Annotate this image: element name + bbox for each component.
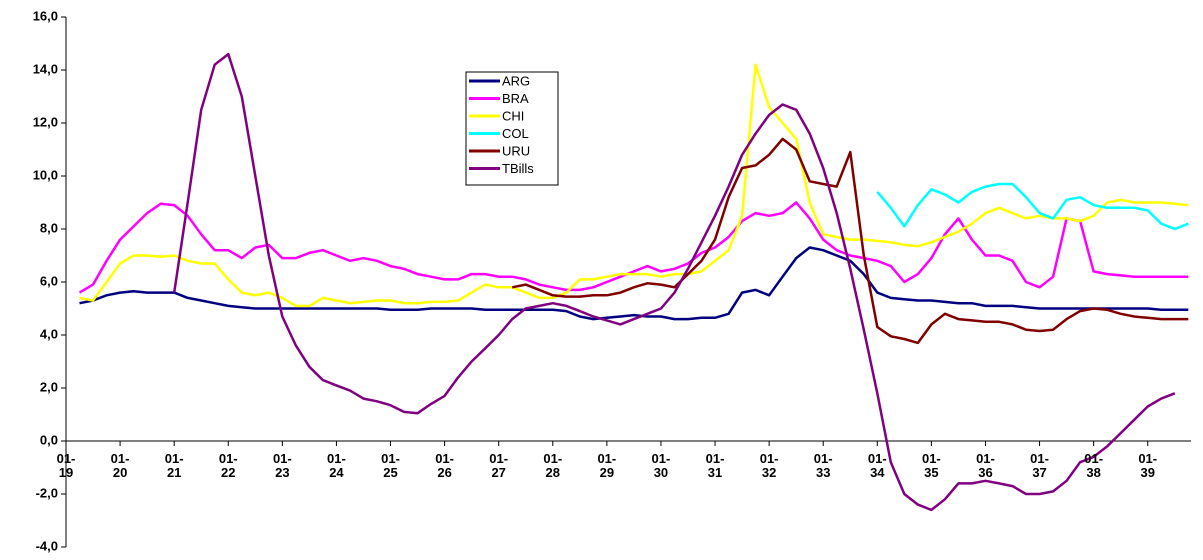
y-tick-label: 0,0 bbox=[40, 432, 58, 447]
y-tick-label: 10,0 bbox=[33, 167, 58, 182]
x-tick-label: 01-23 bbox=[272, 451, 292, 480]
x-tick-label: 01-33 bbox=[813, 451, 833, 480]
x-tick-label: 01-28 bbox=[543, 451, 563, 480]
y-tick-label: 14,0 bbox=[33, 61, 58, 76]
x-tick-label: 01-22 bbox=[218, 451, 238, 480]
y-tick-label: -4,0 bbox=[36, 538, 58, 553]
series-line bbox=[876, 182, 1189, 231]
x-tick-label: 01-39 bbox=[1138, 451, 1158, 480]
series-line bbox=[79, 246, 1189, 321]
y-tick-label: 12,0 bbox=[33, 114, 58, 129]
x-tick-label: 01-34 bbox=[867, 451, 887, 480]
series-line bbox=[511, 137, 1189, 345]
x-tick-label: 01-24 bbox=[327, 451, 346, 480]
x-tick-label: 01-25 bbox=[381, 451, 400, 480]
x-tick-label: 01-37 bbox=[1030, 451, 1049, 480]
series-line bbox=[79, 63, 1189, 308]
x-tick-label: 01-30 bbox=[651, 451, 671, 480]
legend-label: TBills bbox=[502, 161, 534, 176]
x-tick-label: 01-29 bbox=[597, 451, 617, 480]
legend-label: BRA bbox=[502, 91, 529, 106]
y-tick-label: -2,0 bbox=[36, 485, 58, 500]
x-tick-label: 01-27 bbox=[489, 451, 509, 480]
x-tick-label: 01-20 bbox=[110, 451, 130, 480]
x-tick-label: 01-35 bbox=[921, 451, 941, 480]
y-tick-label: 8,0 bbox=[40, 220, 58, 235]
x-tick-label: 01-36 bbox=[976, 451, 995, 480]
y-tick-label: 2,0 bbox=[40, 379, 58, 394]
series-line bbox=[78, 201, 1189, 294]
x-tick-label: 01-38 bbox=[1084, 451, 1104, 480]
x-tick-label: 01-19 bbox=[56, 451, 76, 480]
legend-box bbox=[465, 71, 559, 186]
y-tick-label: 4,0 bbox=[40, 326, 58, 341]
legend-label: URU bbox=[502, 143, 530, 158]
y-tick-label: 6,0 bbox=[40, 273, 58, 288]
x-tick-label: 01-26 bbox=[435, 451, 454, 480]
x-tick-label: 01-21 bbox=[164, 451, 184, 480]
legend-label: CHI bbox=[502, 108, 524, 123]
legend-label: ARG bbox=[502, 73, 530, 88]
x-tick-label: 01-32 bbox=[759, 451, 779, 480]
y-tick-label: 16,0 bbox=[33, 8, 58, 23]
x-tick-label: 01-31 bbox=[705, 451, 725, 480]
legend-label: COL bbox=[502, 126, 529, 141]
series-line bbox=[172, 52, 1176, 512]
